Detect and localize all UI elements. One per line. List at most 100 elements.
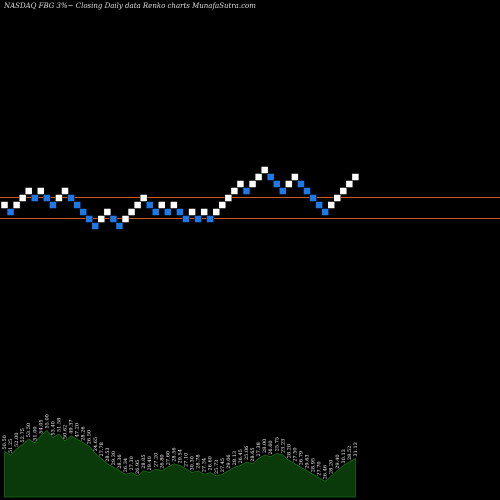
volume-label: 53.50 (26, 423, 32, 437)
renko-brick-up (224, 194, 233, 202)
volume-label: 26.50 (87, 430, 93, 444)
renko-brick-up (121, 215, 130, 223)
volume-area (4, 429, 356, 498)
volume-label: 26.79 (298, 451, 304, 465)
renko-brick-up (291, 173, 299, 181)
volume-label: 52.00 (14, 433, 20, 447)
renko-brick-down (115, 222, 124, 230)
volume-label: 27.20 (153, 453, 159, 467)
renko-brick-down (31, 194, 39, 202)
renko-brick-down (6, 208, 15, 216)
renko-brick-down (176, 208, 184, 216)
renko-brick-down (297, 180, 305, 188)
renko-brick-down (85, 215, 93, 223)
volume-label: 27.38 (256, 442, 262, 456)
renko-brick-down (242, 187, 251, 195)
volume-label: 26.45 (238, 449, 244, 463)
volume-label: 51.58 (56, 418, 62, 432)
renko-brick-down (315, 201, 323, 209)
volume-label: 26.95 (135, 460, 141, 474)
renko-brick-up (218, 201, 227, 209)
volume-label: 50.62 (63, 425, 69, 439)
volume-label: 25.75 (274, 437, 280, 451)
volume-label: 24.65 (93, 437, 99, 451)
volume-label: 28.78 (196, 454, 202, 468)
renko-brick-up (24, 187, 33, 195)
renko-brick-down (309, 194, 317, 202)
volume-label: 31.13 (353, 442, 359, 456)
volume-label: 26.80 (159, 454, 165, 468)
volume-label: 29.30 (111, 451, 117, 465)
volume-label: 51.25 (8, 439, 14, 453)
renko-brick-up (212, 208, 220, 216)
volume-label: 27.70 (317, 461, 323, 475)
volume-label: 26.60 (208, 456, 214, 470)
volume-label: 28.36 (117, 454, 123, 468)
renko-brick-up (103, 208, 112, 216)
renko-brick-up (170, 201, 178, 209)
volume-label: 29.63 (305, 454, 311, 468)
renko-brick-up (260, 166, 269, 174)
renko-brick-up (339, 187, 348, 195)
volume-label: 29.40 (147, 456, 153, 470)
renko-brick-down (321, 208, 329, 216)
renko-brick-up (327, 201, 335, 209)
volume-label: 26.34 (123, 458, 129, 472)
volume-label: 25.73 (214, 460, 220, 474)
volume-label: 27.45 (220, 458, 226, 472)
volume-label: 28.53 (105, 447, 111, 461)
renko-brick-up (188, 208, 196, 216)
renko-brick-up (158, 201, 166, 209)
renko-brick-up (37, 187, 45, 195)
renko-brick-down (43, 194, 51, 202)
renko-brick-down (152, 208, 160, 216)
volume-label: 28.52 (347, 446, 353, 460)
renko-brick-up (351, 173, 360, 181)
renko-brick-up (18, 194, 27, 202)
renko-brick-down (164, 208, 172, 216)
volume-label: 30.13 (341, 449, 347, 463)
volume-label: 26.60 (268, 440, 274, 454)
volume-label: 28.95 (311, 458, 317, 472)
renko-brick-up (97, 215, 106, 223)
renko-brick-down (279, 187, 287, 195)
volume-label: 28.20 (329, 460, 335, 474)
renko-brick-up (200, 208, 208, 216)
renko-brick-down (49, 201, 57, 209)
volume-label: 29.06 (226, 454, 232, 468)
renko-brick-down (73, 201, 81, 209)
renko-brick-down (79, 208, 87, 216)
volume-label: 27.78 (99, 442, 105, 456)
renko-brick-down (206, 215, 214, 223)
renko-brick-up (254, 173, 263, 181)
volume-label: 50.50 (2, 435, 8, 449)
renko-brick-up (133, 201, 142, 209)
renko-brick-down (303, 187, 311, 195)
volume-label: 28.26 (81, 426, 87, 440)
volume-label: 28.65 (250, 447, 256, 461)
renko-brick-up (0, 201, 9, 209)
renko-brick-up (61, 187, 69, 195)
volume-label: 47.20 (75, 423, 81, 437)
volume-label: 26.46 (323, 465, 329, 479)
volume-label: 27.30 (129, 456, 135, 470)
volume-label: 27.10 (184, 453, 190, 467)
volume-label: 54.05 (38, 419, 44, 433)
renko-brick-up (12, 201, 21, 209)
volume-label: 29.40 (335, 454, 341, 468)
renko-brick-up (333, 194, 341, 202)
volume-label: 25.06 (244, 446, 250, 460)
volume-label: 28.20 (286, 444, 292, 458)
volume-label: 51.00 (32, 426, 38, 440)
volume-label: 55.00 (44, 414, 50, 428)
volume-label: 49.37 (69, 419, 75, 433)
renko-brick-down (273, 180, 281, 188)
volume-label: 30.30 (190, 456, 196, 470)
renko-brick-down (91, 222, 99, 230)
volume-label: 53.40 (50, 421, 56, 435)
renko-brick-up (55, 194, 63, 202)
renko-brick-down (109, 215, 118, 223)
volume-label: 28.56 (171, 447, 177, 461)
